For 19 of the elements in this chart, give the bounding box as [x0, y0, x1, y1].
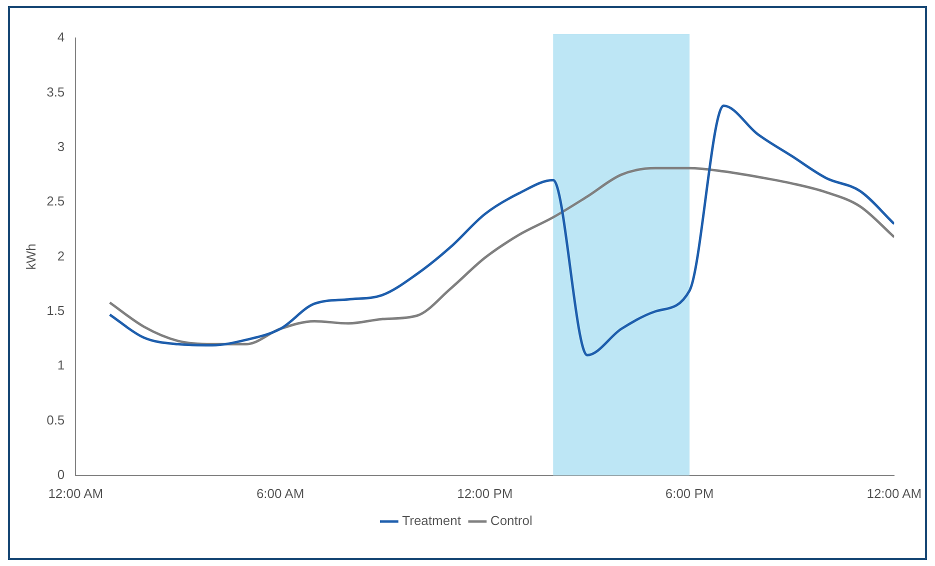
y-tick-label: 1: [57, 358, 65, 373]
legend-label: Control: [490, 513, 532, 528]
y-tick-label: 0: [57, 466, 65, 482]
x-tick-label: 12:00 AM: [48, 486, 104, 501]
line-series: [108, 104, 894, 356]
y-tick-label: 2.5: [46, 194, 65, 209]
x-tick-label: 6:00 AM: [256, 486, 304, 501]
y-axis-title: kWh: [23, 244, 38, 270]
y-tick-label: 3.5: [46, 84, 65, 100]
legend-label: Treatment: [402, 513, 462, 528]
y-tick-label: 1.5: [46, 302, 65, 318]
y-tick-label: 3: [57, 138, 65, 154]
line-series: [108, 166, 894, 346]
x-tick-label: 12:00 AM: [866, 486, 922, 501]
y-tick-label: 0.5: [46, 412, 65, 428]
y-tick-label: 2: [57, 248, 65, 264]
y-tick-label: 4: [57, 30, 65, 45]
x-tick-label: 6:00 PM: [665, 486, 714, 501]
x-tick-label: 12:00 PM: [457, 486, 513, 501]
